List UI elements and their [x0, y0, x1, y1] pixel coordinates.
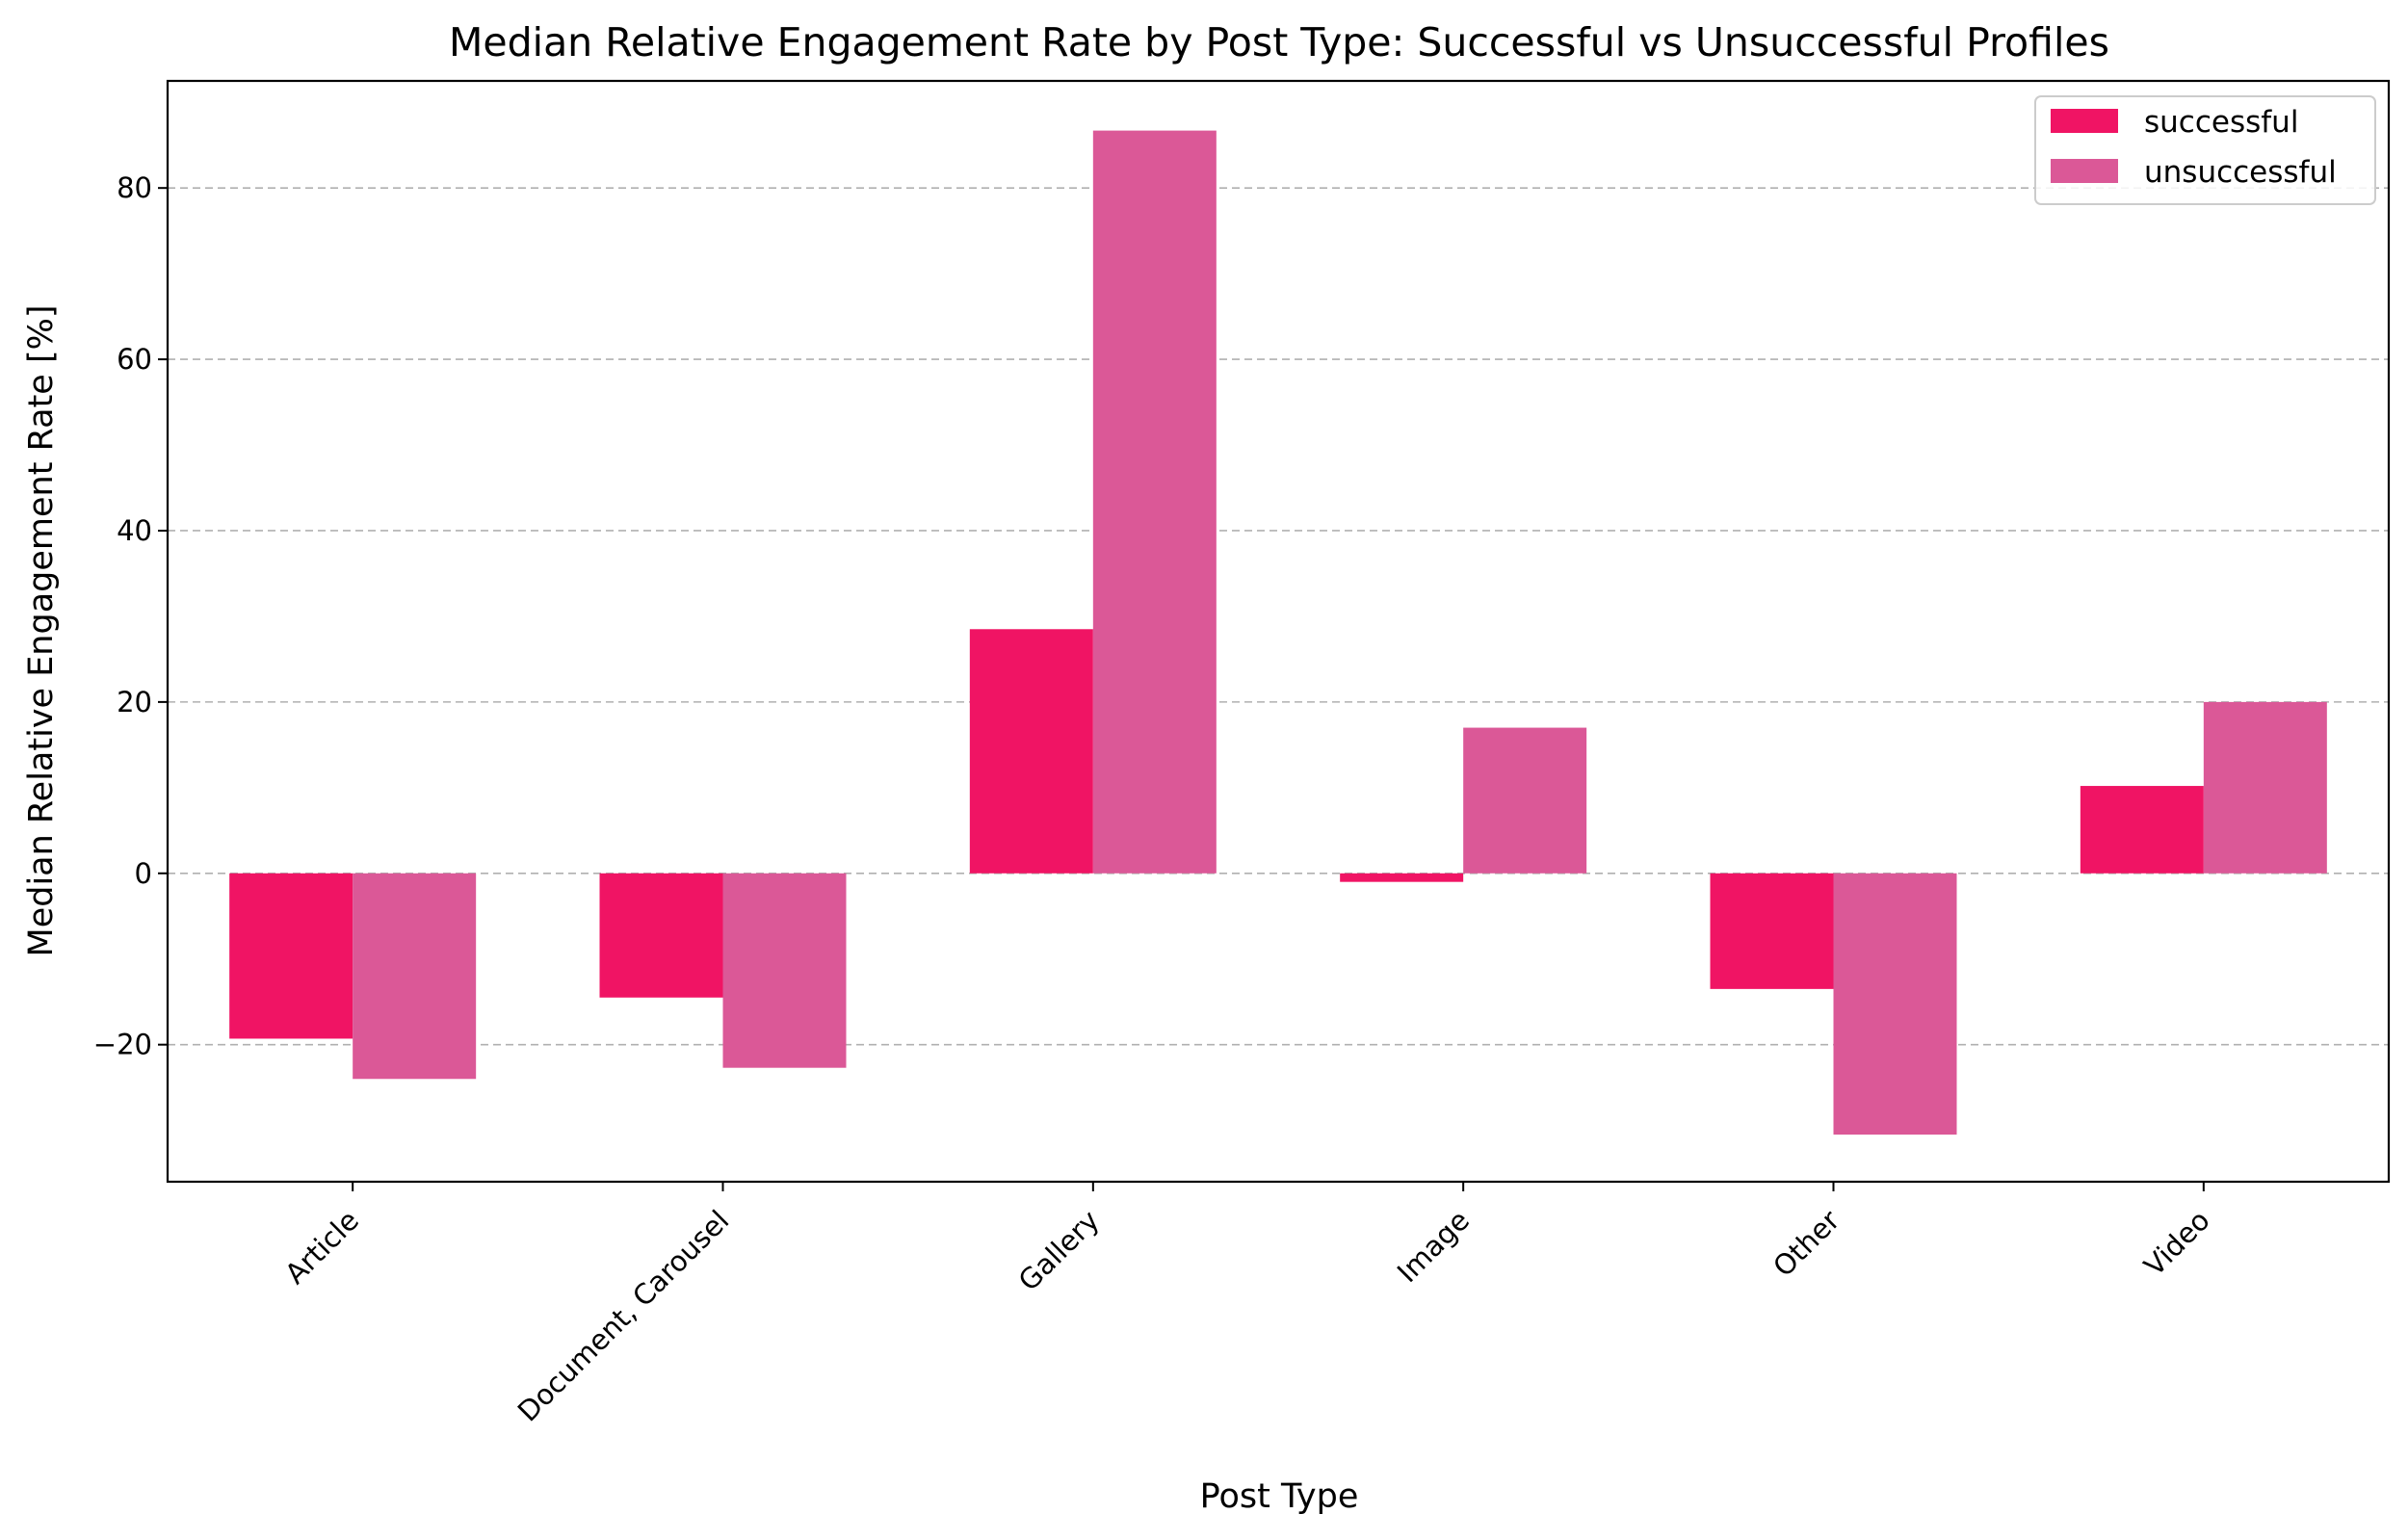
legend-label-successful: successful [2144, 105, 2298, 140]
bar-unsuccessful-video [2203, 701, 2327, 874]
legend-label-unsuccessful: unsuccessful [2144, 155, 2337, 190]
bar-successful-other [1710, 873, 1834, 989]
y-axis: −20 0 20 40 60 80 [93, 171, 168, 1061]
legend-box [2034, 95, 2376, 205]
bars [229, 130, 2327, 1135]
chart-title: Median Relative Engagement Rate by Post … [449, 19, 2109, 65]
x-tick-label: Other [1767, 1204, 1845, 1283]
legend-swatch-successful [2051, 109, 2118, 133]
y-tick-label: 60 [117, 343, 152, 376]
x-axis: Article Document, Carousel Gallery Image Oth… [278, 1182, 2216, 1428]
bar-successful-gallery [969, 629, 1093, 874]
bar-unsuccessful-document-carousel [722, 873, 847, 1068]
y-tick-label: 0 [135, 857, 152, 890]
bar-unsuccessful-other [1833, 873, 1957, 1135]
y-tick-label: 20 [117, 686, 152, 718]
x-tick-label: Article [278, 1204, 365, 1291]
x-tick-label: Gallery [1012, 1204, 1106, 1297]
bar-successful-document-carousel [599, 873, 723, 998]
bar-successful-article [229, 873, 353, 1039]
x-tick-label: Video [2137, 1204, 2216, 1283]
bar-unsuccessful-article [353, 873, 477, 1080]
bar-successful-image [1340, 873, 1464, 882]
y-tick-label: 40 [117, 514, 152, 547]
bar-unsuccessful-gallery [1092, 130, 1217, 874]
legend-swatch-unsuccessful [2051, 159, 2118, 183]
y-axis-title: Median Relative Engagement Rate [%] [22, 304, 61, 956]
y-tick-label: −20 [93, 1029, 152, 1061]
x-axis-title: Post Type [1200, 1477, 1359, 1516]
x-tick-label: Image [1391, 1204, 1476, 1289]
x-tick-label: Document, Carousel [511, 1204, 736, 1428]
grid [168, 187, 2389, 1046]
legend: successful unsuccessful [2034, 95, 2376, 205]
plot-frame [166, 79, 2391, 1184]
bar-successful-video [2080, 786, 2204, 874]
bar-unsuccessful-image [1463, 727, 1587, 874]
y-tick-label: 80 [117, 171, 152, 204]
